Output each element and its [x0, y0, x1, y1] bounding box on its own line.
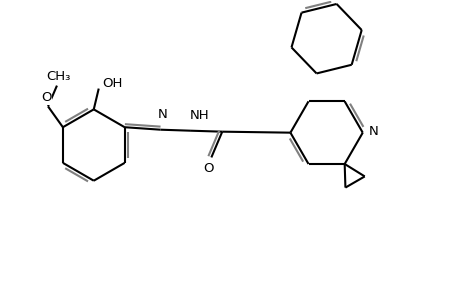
Text: NH: NH	[190, 109, 209, 122]
Text: O: O	[41, 92, 51, 104]
Text: OH: OH	[102, 77, 123, 90]
Text: CH₃: CH₃	[47, 70, 71, 83]
Text: N: N	[157, 108, 167, 121]
Text: O: O	[203, 162, 213, 175]
Text: N: N	[368, 125, 378, 138]
